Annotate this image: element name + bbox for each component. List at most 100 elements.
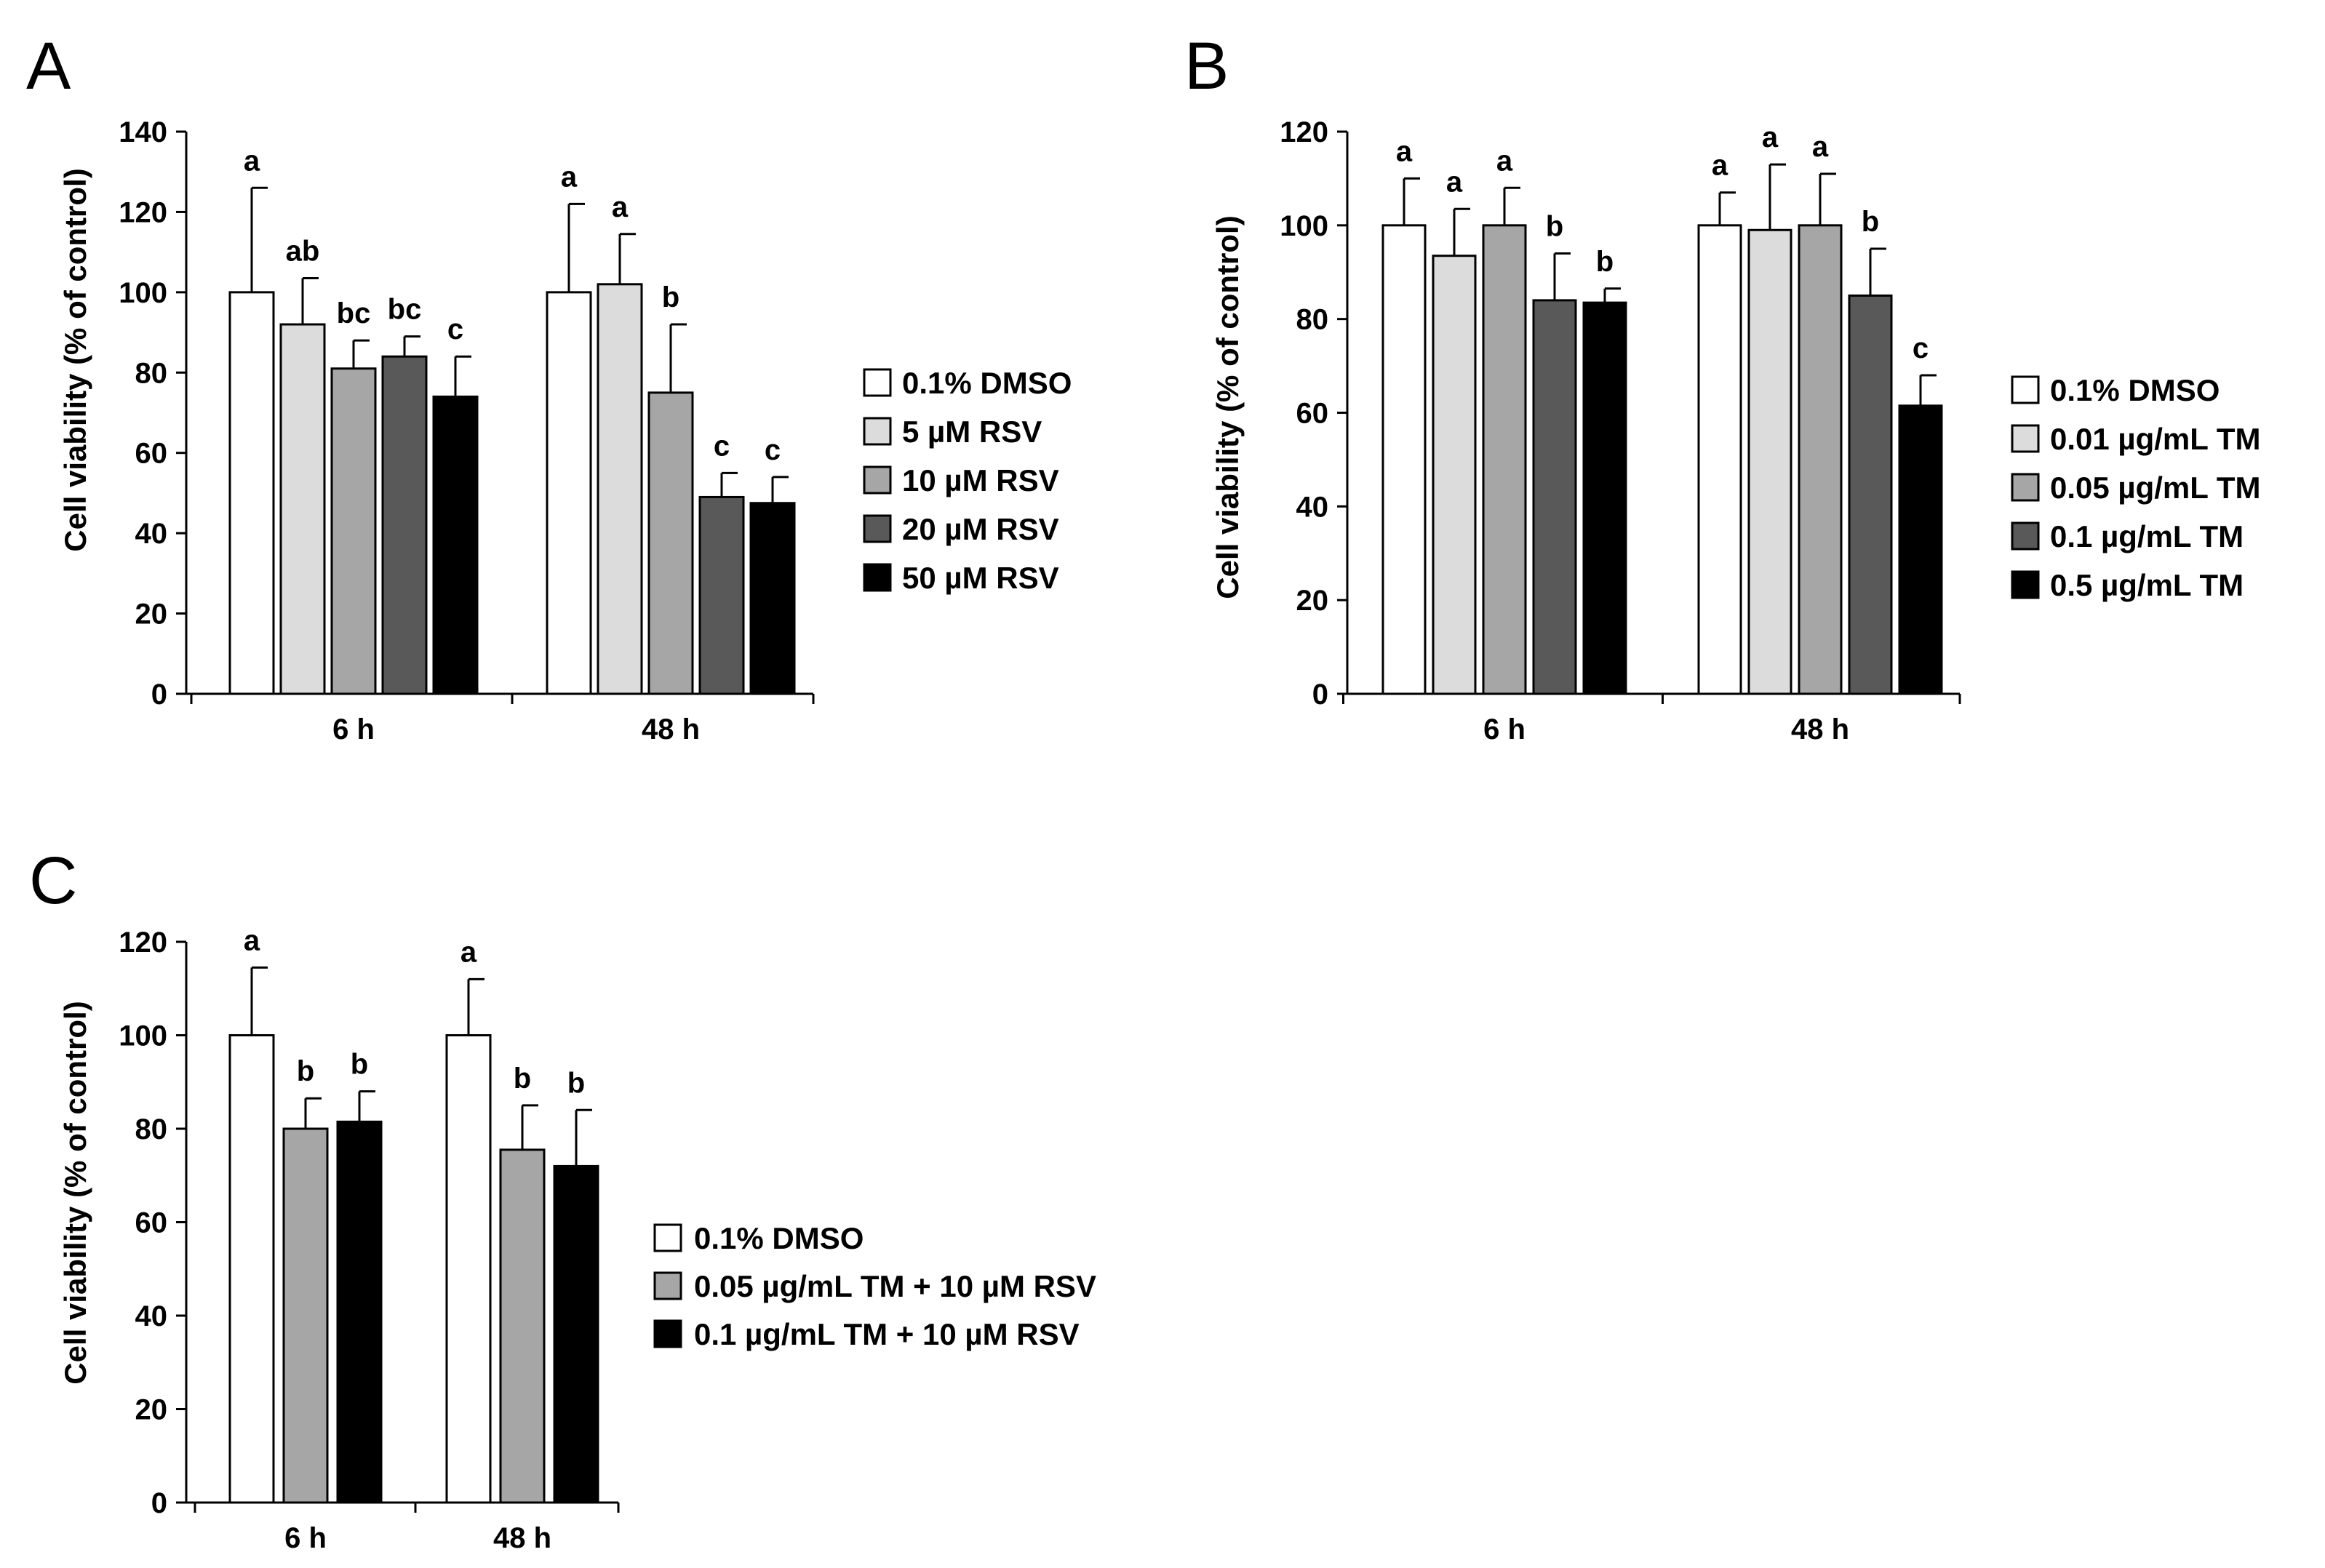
panel-a-y-tick-label: 20 xyxy=(135,599,168,631)
panel-c-y-tick-label: 40 xyxy=(135,1300,168,1332)
panel-a-y-tick-label: 100 xyxy=(119,277,167,309)
panel-b-category-label: 6 h xyxy=(1483,713,1526,745)
panel-a-y-tick-label: 80 xyxy=(135,357,168,389)
panel-a-bar xyxy=(546,291,592,695)
panel-a-significance-label: a xyxy=(561,161,578,193)
panel-c-significance-label: b xyxy=(351,1049,368,1081)
panel-a-significance-label: b xyxy=(662,281,679,313)
panel-c-category-label: 48 h xyxy=(493,1522,551,1554)
panel-c-significance-label: b xyxy=(514,1063,531,1095)
panel-a-bar xyxy=(749,502,796,695)
panel-a-significance-label: c xyxy=(765,434,781,466)
panel-c-y-tick-label: 80 xyxy=(135,1113,168,1145)
panel-a-legend-label: 5 µM RSV xyxy=(902,415,1042,449)
panel-a-significance-label: a xyxy=(612,191,629,223)
panel-a-bar xyxy=(597,283,643,695)
panel-b-legend: 0.1% DMSO 0.01 µg/mL TM 0.05 µg/mL TM 0.1 µ… xyxy=(2011,373,2261,602)
panel-b-y-axis-title: Cell viability (% of control) xyxy=(1211,215,1245,599)
panel-a-bar xyxy=(330,367,377,695)
panel-b-y-tick-label: 0 xyxy=(1312,679,1328,711)
panel-c-significance-label: a xyxy=(244,924,260,956)
panel-a: A Cell viability (% of control) 0 20 40 60 8… xyxy=(26,29,1072,745)
panel-c-legend-swatch xyxy=(653,1271,682,1300)
panel-b-legend-swatch xyxy=(2011,473,2040,502)
panel-a-y-tick-label: 140 xyxy=(119,116,167,148)
panel-b-legend-label: 0.5 µg/mL TM xyxy=(2050,568,2244,602)
panel-b-bar xyxy=(1381,224,1427,695)
panel-b-significance-label: a xyxy=(1496,145,1513,177)
panel-a-significance-label: ab xyxy=(286,236,320,268)
panel-b-significance-label: a xyxy=(1712,150,1728,182)
panel-c-significance-label: b xyxy=(567,1067,585,1099)
panel-b-significance-label: b xyxy=(1596,246,1614,278)
panel-c-y-tick-label: 100 xyxy=(119,1020,167,1052)
panel-c-legend-swatch xyxy=(653,1223,682,1252)
panel-c-legend-label: 0.05 µg/mL TM + 10 µM RSV xyxy=(694,1269,1096,1303)
panel-b-bar xyxy=(1432,255,1477,695)
panel-b-bar xyxy=(1582,301,1627,695)
panel-a-legend-swatch xyxy=(863,417,892,446)
panel-b-category-label: 48 h xyxy=(1791,713,1849,745)
panel-c-y-tick-label: 60 xyxy=(135,1207,168,1239)
panel-b-significance-label: c xyxy=(1913,332,1929,364)
panel-c-legend-swatch xyxy=(653,1319,682,1348)
panel-c-legend-label: 0.1% DMSO xyxy=(694,1221,864,1255)
panel-b-bar xyxy=(1848,294,1893,695)
panel-b-y-tick-label: 80 xyxy=(1296,304,1329,336)
panel-c-significance-label: b xyxy=(297,1055,314,1087)
panel-b-y-tick-label: 40 xyxy=(1296,491,1329,523)
panel-c-legend: 0.1% DMSO 0.05 µg/mL TM + 10 µM RSV 0.1 µg… xyxy=(653,1221,1096,1351)
panel-b-y-tick-label: 120 xyxy=(1280,116,1328,148)
panel-b-legend-label: 0.1% DMSO xyxy=(2050,373,2220,407)
panel-b-significance-label: a xyxy=(1446,166,1463,198)
panel-a-significance-label: c xyxy=(714,430,730,462)
panel-b-letter: B xyxy=(1184,29,1229,103)
panel-a-category-label: 48 h xyxy=(642,713,700,745)
panel-a-legend-label: 50 µM RSV xyxy=(902,561,1059,595)
panel-a-legend-swatch xyxy=(863,514,892,543)
panel-a-category-label: 6 h xyxy=(332,713,375,745)
panel-b-significance-label: a xyxy=(1762,121,1779,153)
panel-b-bar xyxy=(1482,224,1527,695)
panel-a-bar xyxy=(228,291,275,695)
panel-b-bar xyxy=(1747,228,1792,695)
panel-a-bar xyxy=(698,495,745,695)
panel-c-bar xyxy=(228,1034,275,1504)
panel-a-significance-label: bc xyxy=(388,294,422,326)
panel-c-significance-label: a xyxy=(460,936,477,968)
panel-b-bar xyxy=(1697,224,1742,695)
panel-a-y-axis-title: Cell viability (% of control) xyxy=(58,168,92,551)
panel-b-legend-label: 0.1 µg/mL TM xyxy=(2050,519,2244,553)
panel-b-bar xyxy=(1898,404,1943,695)
panel-c-plot: 0 20 40 60 80 100 120 a b b 6 h a b b 48 h xyxy=(119,924,620,1554)
panel-a-bar xyxy=(381,355,428,695)
panel-a-legend-label: 10 µM RSV xyxy=(902,463,1059,497)
panel-b-significance-label: a xyxy=(1812,131,1829,163)
panel-c-category-label: 6 h xyxy=(284,1522,327,1554)
panel-c-y-tick-label: 120 xyxy=(119,927,167,959)
panel-a-y-tick-label: 40 xyxy=(135,518,168,550)
panel-c-bar xyxy=(336,1120,383,1504)
panel-a-bar xyxy=(279,323,326,695)
panel-c: C Cell viability (% of control) 0 20 40 60 8… xyxy=(29,844,1096,1554)
panel-b-bar xyxy=(1532,299,1577,695)
panel-b-legend-swatch xyxy=(2011,570,2040,599)
panel-a-y-tick-label: 60 xyxy=(135,438,168,470)
panel-b-significance-label: a xyxy=(1396,135,1413,167)
panel-a-legend-label: 20 µM RSV xyxy=(902,512,1059,546)
panel-b-legend-swatch xyxy=(2011,424,2040,453)
panel-c-legend-label: 0.1 µg/mL TM + 10 µM RSV xyxy=(694,1317,1080,1351)
panel-a-legend-swatch xyxy=(863,368,892,397)
panel-b-legend-label: 0.05 µg/mL TM xyxy=(2050,471,2261,505)
panel-b-bar xyxy=(1798,224,1843,695)
panel-a-legend-swatch xyxy=(863,465,892,495)
panel-c-bar xyxy=(282,1127,329,1504)
panel-a-bar xyxy=(432,395,479,695)
panel-a-y-tick-label: 120 xyxy=(119,196,167,228)
panel-c-y-axis-title: Cell viability (% of control) xyxy=(58,1001,92,1384)
panel-c-y-tick-label: 20 xyxy=(135,1394,168,1426)
panel-a-significance-label: a xyxy=(244,145,260,177)
panel-b-plot: 0 20 40 60 80 100 120 a a a b b 6 h a a a b c 48 h xyxy=(1280,116,1961,745)
